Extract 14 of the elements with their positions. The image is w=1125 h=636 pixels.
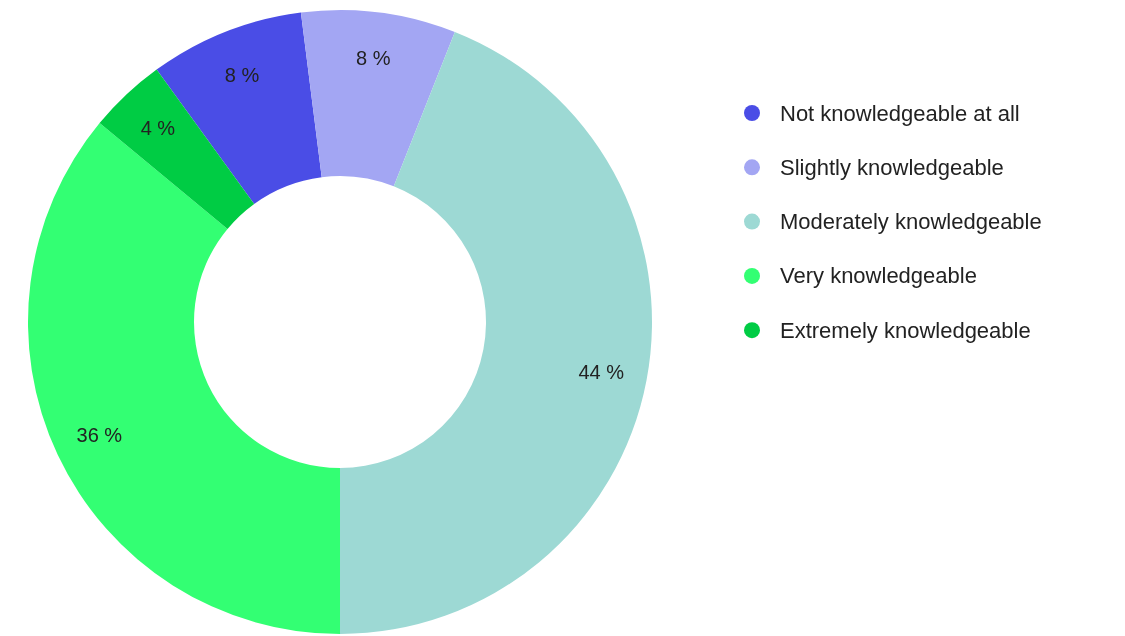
legend-label: Moderately knowledgeable — [780, 209, 1042, 235]
data-label: 44 % — [578, 360, 625, 383]
donut-slice — [340, 31, 652, 634]
legend-label: Slightly knowledgeable — [780, 154, 1004, 180]
data-label: 4 % — [140, 117, 176, 140]
legend-label: Not knowledgeable at all — [780, 100, 1020, 126]
data-label: 8 % — [356, 47, 391, 70]
donut-slice — [28, 123, 340, 634]
legend-label: Very knowledgeable — [780, 263, 977, 289]
donut-slice — [300, 10, 455, 187]
data-label: 8 % — [224, 63, 260, 86]
legend-label: Extremely knowledgeable — [780, 317, 1031, 343]
data-label: 36 % — [76, 424, 123, 447]
donut-slice — [156, 12, 322, 204]
